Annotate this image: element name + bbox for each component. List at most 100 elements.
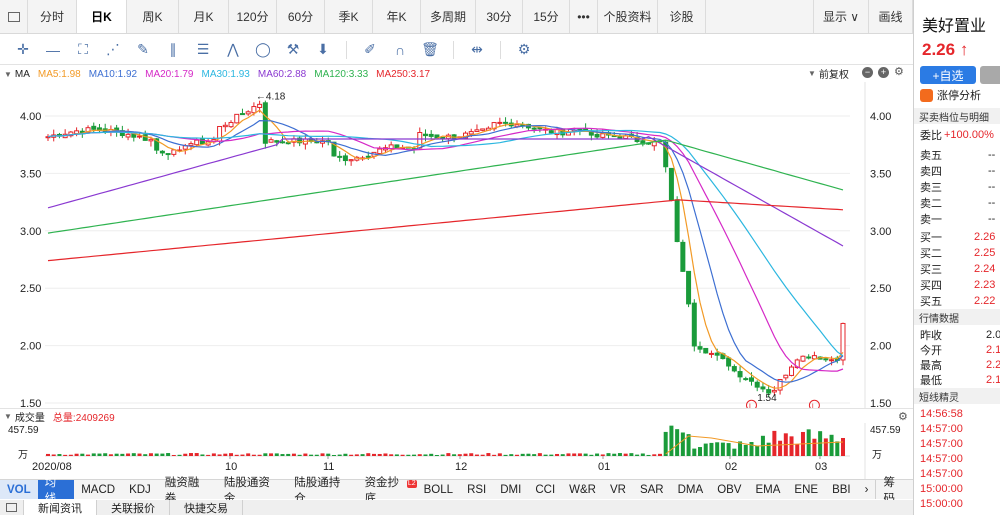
volume-bar [429, 453, 434, 456]
ma-label[interactable]: MA [14, 68, 30, 80]
short-term-time: 14:57:00 [920, 422, 963, 435]
candle-down [714, 352, 720, 356]
volume-bar [269, 453, 274, 456]
period-tab-3[interactable]: 月K [179, 0, 229, 33]
rect-tool-icon[interactable]: ⛶ [78, 41, 88, 57]
period-tab-13[interactable]: 诊股 [658, 0, 706, 33]
indicator-tab-11[interactable]: CCI [528, 480, 562, 499]
zoom-out-icon[interactable]: − [862, 67, 873, 78]
fan-tool-icon[interactable]: ⋰ [106, 41, 120, 57]
limit-up-analysis-link[interactable]: 涨停分析 [920, 87, 981, 103]
bid-row: 买四 2.23 [914, 277, 1000, 292]
parallel-lines-icon[interactable]: ∥ [169, 41, 177, 57]
x-tick-label: 11 [323, 461, 334, 473]
volume-bar [103, 453, 108, 456]
indicator-tab-18[interactable]: ENE [787, 480, 825, 499]
quote-data-title: 行情数据 [914, 309, 1000, 325]
period-tab-0[interactable]: 分时 [28, 0, 77, 33]
indicator-tab-19[interactable]: BBI [825, 480, 858, 499]
bottom-tab-1[interactable]: 关联报价 [97, 500, 170, 515]
quote-row-value: 2.2 [986, 358, 1000, 371]
ma-dropdown-icon[interactable]: ▼ [4, 69, 12, 79]
indicator-tab-10[interactable]: DMI [493, 480, 528, 499]
indicator-tab-2[interactable]: MACD [74, 480, 122, 499]
chevron-right-icon[interactable]: › [864, 483, 869, 496]
trash-tool-icon[interactable]: 🗑 [421, 41, 439, 57]
indicator-tab-13[interactable]: VR [603, 480, 633, 499]
period-tab-9[interactable]: 30分 [476, 0, 523, 33]
indicator-tab-label: BBI [832, 483, 851, 496]
watchlist-option-button[interactable] [980, 66, 1000, 84]
indicator-tab-15[interactable]: DMA [671, 480, 711, 499]
indicator-tab-6[interactable]: 陆股通持仓 [287, 477, 357, 505]
indicator-tab-3[interactable]: KDJ [122, 480, 158, 499]
indicator-tab-label: W&R [569, 483, 596, 496]
short-term-row[interactable]: 15:00:00 [914, 481, 1000, 496]
volume-bar [640, 453, 645, 456]
move-tool-icon[interactable]: ⇹ [471, 41, 483, 57]
volume-bar [154, 453, 159, 456]
period-tab-1[interactable]: 日K [77, 0, 127, 33]
crosshair-tool-icon[interactable]: ✛ [17, 41, 29, 57]
period-tab-5[interactable]: 60分 [277, 0, 325, 33]
period-tab-11[interactable]: ••• [570, 0, 598, 33]
period-tab-2[interactable]: 周K [127, 0, 179, 33]
short-term-row[interactable]: 14:57:00 [914, 436, 1000, 451]
indicator-tab-12[interactable]: W&R [562, 480, 603, 499]
candle-down [697, 346, 703, 350]
period-tab-8[interactable]: 多周期 [421, 0, 476, 33]
display-menu[interactable]: 显示 ∨ [813, 0, 869, 33]
y-tick-left: 3.50 [20, 168, 41, 180]
short-term-row[interactable]: 14:57:00 [914, 421, 1000, 436]
indicator-tab-8[interactable]: BOLL [417, 480, 460, 499]
adjust-mode-select[interactable]: ▼ 前复权 [808, 66, 849, 81]
arrow-down-tool-icon[interactable]: ⬇ [317, 41, 329, 57]
indicator-tab-16[interactable]: OBV [710, 480, 748, 499]
volume-bar [406, 454, 411, 456]
period-tab-6[interactable]: 季K [325, 0, 373, 33]
indicator-tab-1[interactable]: 均线 [37, 477, 75, 505]
period-tab-7[interactable]: 年K [373, 0, 421, 33]
short-term-row[interactable]: 14:57:00 [914, 466, 1000, 481]
fib-tool-icon[interactable]: ☰ [196, 41, 210, 57]
indicator-tab-17[interactable]: EMA [748, 480, 787, 499]
period-tab-4[interactable]: 120分 [229, 0, 277, 33]
draw-line-button[interactable]: 画线 [869, 0, 913, 33]
indicator-tab-9[interactable]: RSI [460, 480, 493, 499]
panel-toggle-icon[interactable] [0, 500, 24, 515]
indicator-tab-7[interactable]: 资金抄底 L2 [358, 477, 417, 505]
short-term-row[interactable]: 14:56:58 [914, 406, 1000, 421]
settings-gear-icon[interactable]: ⚙ [517, 41, 531, 57]
measure-tool-icon[interactable]: ⚒ [286, 41, 300, 57]
chart-settings-icon[interactable]: ⚙ [894, 66, 904, 78]
indicator-tab-14[interactable]: SAR [633, 480, 671, 499]
quote-row: 最低 2.1 [914, 372, 1000, 387]
chips-button[interactable]: 筹码 [875, 477, 913, 505]
period-tab-10[interactable]: 15分 [523, 0, 570, 33]
volume-bar [686, 434, 691, 456]
bottom-tab-0[interactable]: 新闻资讯 [24, 500, 97, 515]
candle-down [422, 133, 428, 137]
short-term-row[interactable]: 15:00:00 [914, 496, 1000, 511]
line-tool-icon[interactable]: — [46, 41, 60, 58]
add-watchlist-button[interactable]: +自选 [920, 66, 976, 84]
magnet-tool-icon[interactable]: ∩ [394, 41, 406, 58]
pen-tool-icon[interactable]: ✎ [137, 41, 149, 57]
zoom-in-icon[interactable]: + [878, 67, 889, 78]
indicator-tab-4[interactable]: 融资融券 [158, 477, 217, 505]
indicator-tab-0[interactable]: VOL [0, 480, 38, 499]
volume-settings-icon[interactable]: ⚙ [898, 410, 908, 423]
kline-chart[interactable]: 4.00 4.00 3.50 3.50 3.00 3.00 2.50 2.50 2.00 2.00… [0, 82, 913, 480]
highlight-tool-icon[interactable]: ✐ [364, 41, 376, 57]
period-tab-12[interactable]: 个股资料 [598, 0, 658, 33]
volume-bar [778, 440, 783, 456]
short-term-row[interactable]: 14:57:00 [914, 451, 1000, 466]
cycle-tool-icon[interactable]: ◯ [255, 41, 271, 57]
candle-up [125, 133, 131, 138]
volume-bar [549, 454, 554, 456]
bottom-tab-2[interactable]: 快捷交易 [170, 500, 243, 515]
wave-tool-icon[interactable]: ⋀ [227, 41, 239, 57]
sidebar-toggle[interactable] [0, 0, 28, 33]
volume-dropdown-icon[interactable]: ▼ [4, 411, 12, 421]
indicator-tab-5[interactable]: 陆股通资金 [217, 477, 287, 505]
